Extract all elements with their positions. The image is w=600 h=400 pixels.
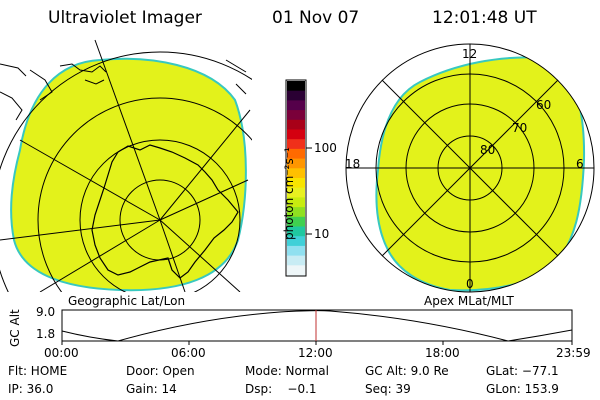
time-tick-2359: 23:59 — [556, 346, 591, 360]
time-label: 12:01:48 UT — [432, 8, 537, 28]
colorbar-swatch — [287, 100, 305, 111]
coastline-fragments — [0, 59, 247, 121]
time-tick-0600: 06:00 — [171, 346, 206, 360]
colorbar-swatch — [287, 110, 305, 121]
time-tick-1800: 18:00 — [425, 346, 460, 360]
altitude-plot — [61, 309, 573, 345]
info-seq: Seq: 39 — [365, 382, 411, 396]
magnetic-panel-label: Apex MLat/MLT — [424, 294, 514, 308]
mlt-label-18: 18 — [345, 157, 361, 171]
mlt-label-12: 12 — [462, 47, 478, 61]
colorbar-swatch — [287, 119, 305, 130]
colorbar-swatch — [287, 148, 305, 160]
colorbar-swatch — [287, 90, 305, 101]
colorbar-swatch — [287, 226, 305, 237]
colorbar-swatch — [287, 178, 305, 189]
info-dsp: Dsp: −0.1 — [245, 382, 317, 396]
mlat-label-80: 80 — [480, 143, 496, 157]
auroral-emission-region-geographic — [10, 57, 247, 292]
antarctica-coastline — [91, 144, 239, 279]
colorbar-swatch — [287, 168, 305, 179]
mlt-label-6: 6 — [576, 157, 584, 171]
altitude-curve — [61, 310, 573, 342]
colorbar-swatch — [287, 129, 305, 140]
geographic-panel-label: Geographic Lat/Lon — [68, 294, 186, 308]
info-flight: Flt: HOME — [8, 364, 68, 378]
colorbar-tick-100: 100 — [314, 141, 337, 155]
info-gain: Gain: 14 — [126, 382, 177, 396]
date-label: 01 Nov 07 — [272, 8, 360, 28]
instrument-title: Ultraviolet Imager — [48, 8, 202, 28]
colorbar-swatch — [287, 216, 305, 227]
colorbar — [285, 79, 312, 277]
colorbar-swatch — [287, 207, 305, 218]
colorbar-swatch — [287, 81, 305, 92]
colorbar-swatch — [287, 255, 305, 266]
x-axis-ticks — [61, 341, 573, 345]
mlt-label-0: 0 — [466, 277, 474, 291]
time-tick-1200: 12:00 — [298, 346, 333, 360]
colorbar-unit-label: photon cm⁻²s⁻¹ — [282, 147, 296, 240]
time-tick-0000: 00:00 — [44, 346, 79, 360]
geographic-map — [0, 39, 252, 292]
altitude-ytick-1-8: 1.8 — [36, 327, 56, 341]
mlt-lines — [346, 44, 594, 292]
colorbar-tick-10: 10 — [314, 227, 330, 241]
auroral-emission-region-magnetic — [375, 56, 586, 292]
colorbar-swatch — [287, 187, 305, 198]
info-mode: Mode: Normal — [245, 364, 329, 378]
altitude-ytick-9: 9.0 — [36, 305, 56, 319]
altitude-ylabel: GC Alt — [8, 309, 22, 347]
info-gc-alt: GC Alt: 9.0 Re — [365, 364, 449, 378]
info-ip: IP: 36.0 — [8, 382, 54, 396]
colorbar-swatch — [287, 236, 305, 247]
mlat-label-70: 70 — [512, 121, 528, 135]
magnetic-map — [345, 43, 595, 293]
colorbar-swatch — [287, 265, 305, 276]
colorbar-swatch — [287, 139, 305, 150]
colorbar-swatch — [287, 197, 305, 208]
info-glat: GLat: −77.1 — [486, 364, 559, 378]
colorbar-swatch — [287, 245, 305, 257]
info-glon: GLon: 153.9 — [486, 382, 559, 396]
info-door: Door: Open — [126, 364, 195, 378]
mlat-label-60: 60 — [536, 98, 552, 112]
colorbar-swatch — [287, 158, 305, 169]
